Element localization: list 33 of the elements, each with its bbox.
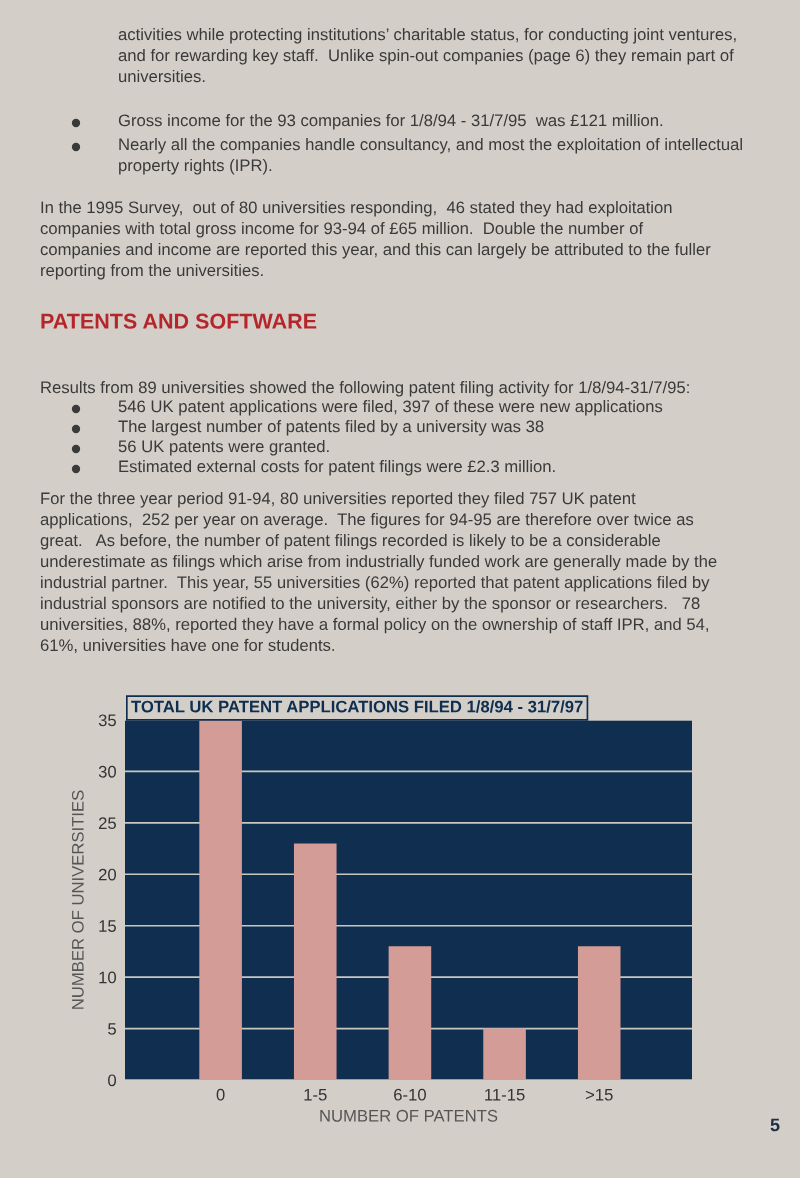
text: For the three year period 91-94, 80 universities reported they filed 757 UK patent applications, 252 per year on average. The figures for 94-95 are therefore over twice as great. As before, the number of patent filings recorded is likely to be a considerable underestimate as filings which arise from industrially funded work are generally made by the industrial partner. This year, 55 universities (62%) reported that patent applications filed by industrial sponsors are notified to the university, either by the sponsor or researchers. 78 universities, 88%, reported they have a formal policy on the ownership of staff IPR, and 54, 61%, universities have one for students. [40, 492, 717, 654]
y-tick-label: 5 [108, 1023, 116, 1035]
y-axis-title: NUMBER OF UNIVERSITIES [71, 790, 84, 1009]
y-tick-label: 10 [99, 971, 117, 984]
text: Nearly all the companies handle consultancy, and most the exploitation of intellectual property rights (IPR). [119, 138, 742, 175]
text: In the 1995 Survey, out of 80 universities responding, 46 stated they had exploitation companies with total gross income for 93-94 of £65 million. Double the number of companies and income are reported this year, and this can largely be attributed to the fuller reporting from the universities. [40, 201, 711, 280]
x-tick-label: 6-10 [394, 1088, 426, 1101]
y-tick-label: 15 [99, 920, 116, 932]
x-axis-title: NUMBER OF PATENTS [320, 1109, 498, 1122]
text: Results from 89 universities showed the following patent filing activity for 1/8/94-31/7/95: [41, 381, 689, 397]
y-tick-label: 35 [98, 714, 116, 727]
bar [388, 946, 432, 1080]
text: Estimated external costs for patent filings were £2.3 million. [119, 460, 555, 476]
y-tick-label: 20 [98, 868, 117, 881]
text: 546 UK patent applications were filed, 397 of these were new applications [118, 400, 663, 416]
text: The largest number of patents filed by a university was 38 [118, 420, 544, 436]
bar [577, 946, 621, 1080]
y-tick-label: 25 [98, 817, 116, 830]
text: Gross income for the 93 companies for 1/8/94 - 31/7/95 was £121 million. [118, 114, 663, 130]
text: activities while protecting institutions’ charitable status, for conducting joint ventures, and for rewarding key staff. Unlike spin-out companies (page 6) they remain part of universities. [118, 28, 736, 83]
x-tick-label: 11-15 [485, 1088, 525, 1101]
text: PATENTS AND SOFTWARE [41, 313, 317, 329]
y-tick-label: 30 [98, 765, 117, 778]
x-tick-label: >15 [585, 1088, 613, 1101]
x-tick-label: 1-5 [304, 1088, 327, 1101]
text: 56 UK patents were granted. [118, 440, 329, 456]
bar [483, 1028, 526, 1080]
text: 5 [770, 1118, 780, 1132]
x-tick-label: 0 [216, 1088, 225, 1101]
bar [199, 720, 242, 1080]
y-tick-label: 0 [108, 1074, 117, 1087]
chart-title: TOTAL UK PATENT APPLICATIONS FILED 1/8/94 - 31/7/97 [131, 700, 583, 713]
bar [293, 843, 337, 1080]
